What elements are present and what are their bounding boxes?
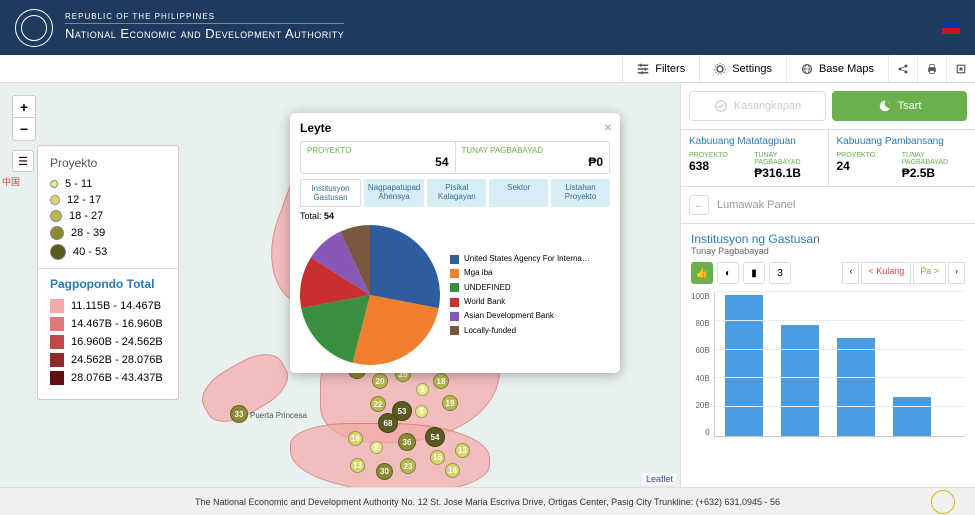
- share-icon: [897, 63, 909, 75]
- legend-square-row: 28.076B - 43.437B: [50, 371, 166, 385]
- footer-seal-icon: [931, 490, 955, 514]
- legend-circle-row: 18 - 27: [50, 210, 166, 222]
- map-marker[interactable]: 16: [348, 431, 363, 446]
- filters-button[interactable]: Filters: [622, 55, 699, 82]
- legend-proyekto-title: Proyekto: [50, 156, 166, 170]
- map-marker[interactable]: 23: [400, 458, 416, 474]
- bar[interactable]: [893, 397, 931, 436]
- map-popup: × Leyte PROYEKTO54 TUNAY PAGBABAYAD₱0 In…: [290, 113, 620, 373]
- map-marker[interactable]: 6: [370, 441, 383, 454]
- map-marker[interactable]: 68: [378, 413, 398, 433]
- legend-circle-row: 28 - 39: [50, 226, 166, 240]
- map-marker[interactable]: 5: [416, 383, 429, 396]
- country-label: 中国: [2, 175, 20, 188]
- legend-circle-row: 12 - 17: [50, 194, 166, 206]
- zoom-in-button[interactable]: +: [13, 96, 35, 118]
- map-marker[interactable]: 5: [415, 405, 428, 418]
- expand-button[interactable]: ←: [689, 195, 709, 215]
- print-icon: [926, 63, 938, 75]
- total-column: Kabuuang MatatagpuanPROYEKTO638TUNAY PAG…: [681, 130, 829, 186]
- map-marker[interactable]: 30: [376, 463, 393, 480]
- zoom-out-button[interactable]: −: [13, 118, 35, 140]
- legend-funding-title: Pagpopondo Total: [50, 277, 166, 291]
- bar[interactable]: [837, 338, 875, 436]
- total-column: Kabuuang PambansangPROYEKTO24TUNAY PAGBA…: [829, 130, 975, 186]
- pager-next[interactable]: Pa >: [913, 262, 946, 284]
- popup-title: Leyte: [300, 121, 610, 135]
- map-marker[interactable]: 16: [445, 463, 460, 478]
- chart-icon: [878, 99, 892, 113]
- share-button[interactable]: [888, 55, 917, 82]
- bar-chart: 100B80B60B40B20B0: [691, 292, 965, 437]
- map-marker[interactable]: 20: [372, 373, 388, 389]
- pager-prev-arrow[interactable]: ‹: [842, 262, 859, 284]
- right-panel: Kasangkapan Tsart Kabuuang MatatagpuanPR…: [680, 83, 975, 487]
- close-icon[interactable]: ×: [604, 119, 612, 135]
- bar[interactable]: [725, 295, 763, 436]
- gear-icon: [714, 63, 726, 75]
- chart-title: Institusyon ng Gastusan: [691, 232, 965, 246]
- legend-circle-row: 5 - 11: [50, 178, 166, 190]
- agency-seal-icon: [15, 9, 53, 47]
- map-marker[interactable]: 18: [433, 373, 449, 389]
- map-marker[interactable]: 19: [442, 395, 458, 411]
- zoom-control: + −: [12, 95, 36, 141]
- export-icon: [955, 63, 967, 75]
- map-marker[interactable]: 15: [430, 450, 445, 465]
- chart-count: 3: [769, 262, 791, 284]
- map-marker[interactable]: 36: [398, 433, 416, 451]
- legend-circle-row: 40 - 53: [50, 244, 166, 260]
- layers-button[interactable]: ☰: [12, 150, 34, 172]
- chart-pie-button[interactable]: ◐: [717, 262, 739, 284]
- map-marker[interactable]: 54: [425, 427, 445, 447]
- popup-tab[interactable]: Sektor: [489, 179, 548, 207]
- map[interactable]: + − ☰ Proyekto 5 - 11 12 - 17 18 - 27 28 - …: [0, 83, 680, 487]
- chart-bar-button[interactable]: ▮: [743, 262, 765, 284]
- tool-icon: [714, 99, 728, 113]
- globe-icon: [801, 63, 813, 75]
- popup-tab[interactable]: Institusyon Gastusan: [300, 179, 361, 207]
- map-marker[interactable]: 33: [230, 405, 248, 423]
- basemaps-button[interactable]: Base Maps: [786, 55, 888, 82]
- header-title: REPUBLIC OF THE PHILIPPINES National Eco…: [65, 12, 942, 43]
- popup-tab[interactable]: Nagpapatupad Ahensya: [364, 179, 425, 207]
- map-attribution: Leaflet: [643, 473, 676, 485]
- legend: Proyekto 5 - 11 12 - 17 18 - 27 28 - 39 40 -…: [37, 145, 179, 400]
- pager-prev[interactable]: < Kulang: [861, 262, 911, 284]
- filter-icon: [637, 63, 649, 75]
- lumawak-label: Lumawak Panel: [717, 199, 795, 211]
- popup-tab[interactable]: Listahan Proyekto: [551, 179, 610, 207]
- tsart-tab[interactable]: Tsart: [832, 91, 967, 121]
- print-button[interactable]: [917, 55, 946, 82]
- map-marker[interactable]: 13: [455, 443, 470, 458]
- pie-chart: [300, 225, 440, 365]
- kasangkapan-tab[interactable]: Kasangkapan: [689, 91, 826, 121]
- legend-square-row: 16.960B - 24.562B: [50, 335, 166, 349]
- settings-button[interactable]: Settings: [699, 55, 786, 82]
- legend-square-row: 24.562B - 28.076B: [50, 353, 166, 367]
- legend-square-row: 11.115B - 14.467B: [50, 299, 166, 313]
- chart-thumbs-button[interactable]: 👍: [691, 262, 713, 284]
- chart-subtitle: Tunay Pagbabayad: [691, 246, 965, 256]
- export-button[interactable]: [946, 55, 975, 82]
- toolbar: Filters Settings Base Maps: [0, 55, 975, 83]
- pie-legend: United States Agency For Interna…Mga iba…: [450, 252, 590, 338]
- city-label: Puerta Princesa: [250, 411, 307, 420]
- bar[interactable]: [781, 325, 819, 436]
- pager-next-arrow[interactable]: ›: [948, 262, 965, 284]
- map-marker[interactable]: 13: [350, 458, 365, 473]
- legend-square-row: 14.467B - 16.960B: [50, 317, 166, 331]
- flag-icon[interactable]: [942, 22, 960, 34]
- header: REPUBLIC OF THE PHILIPPINES National Eco…: [0, 0, 975, 55]
- footer: The National Economic and Development Au…: [0, 487, 975, 515]
- map-marker[interactable]: 22: [370, 396, 386, 412]
- popup-tab[interactable]: Pisikal Kalagayan: [427, 179, 486, 207]
